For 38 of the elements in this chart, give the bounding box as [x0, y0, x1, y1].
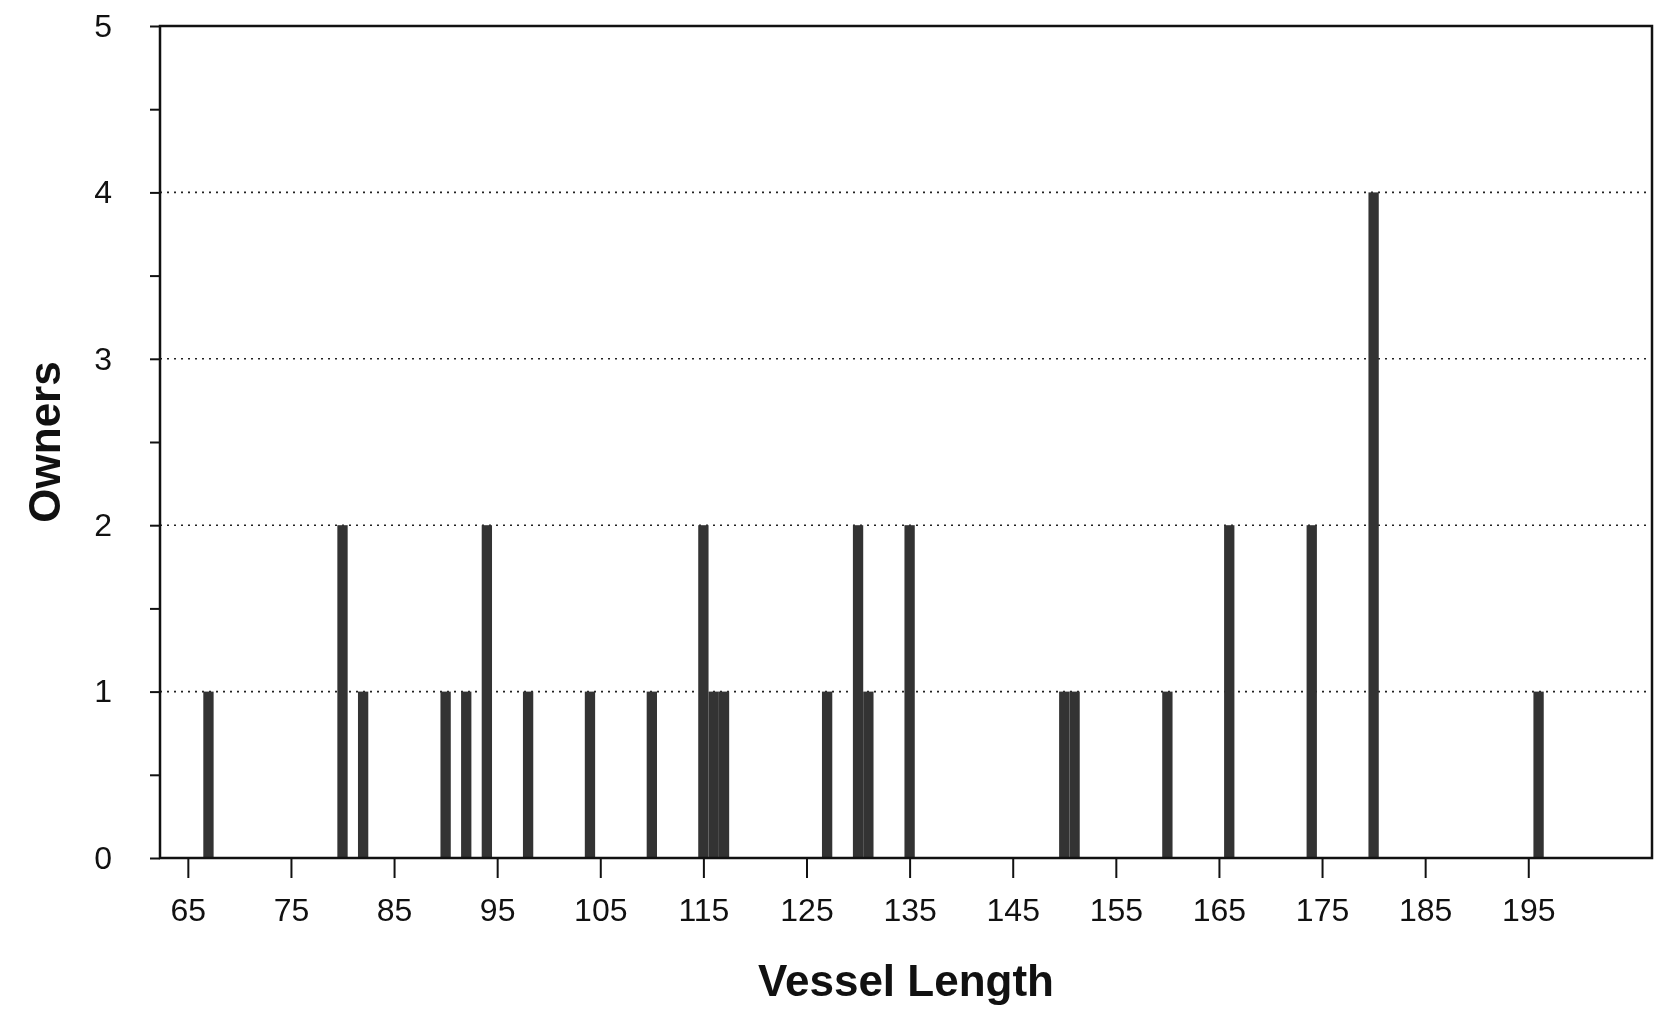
x-tick-label: 135 — [883, 891, 937, 928]
x-tick-label: 75 — [273, 891, 310, 928]
bar — [584, 691, 596, 858]
bar — [357, 691, 369, 858]
x-tick-label: 165 — [1192, 891, 1247, 928]
bar — [1368, 192, 1379, 858]
x-tick-label: 105 — [574, 891, 628, 928]
bar — [461, 691, 472, 858]
y-axis-title: Owners — [20, 361, 69, 523]
x-tick-label: 195 — [1502, 891, 1556, 928]
y-tick-label: 5 — [94, 7, 112, 44]
y-tick-label: 0 — [94, 839, 112, 876]
bar — [1224, 525, 1235, 858]
y-tick-label: 4 — [94, 174, 112, 211]
y-tick-label: 2 — [94, 506, 112, 543]
bar — [1306, 525, 1317, 858]
x-tick-label: 185 — [1398, 891, 1453, 928]
bar — [646, 691, 657, 858]
y-tick-label: 3 — [94, 340, 112, 377]
x-tick-label: 115 — [678, 891, 730, 928]
x-tick-label: 85 — [376, 891, 413, 928]
bar — [337, 525, 348, 858]
x-tick-label: 175 — [1295, 891, 1350, 928]
x-tick-label: 95 — [479, 891, 516, 928]
bar — [1533, 691, 1544, 858]
x-tick-label: 145 — [986, 891, 1040, 928]
bar — [481, 525, 493, 858]
x-tick-label: 125 — [780, 891, 834, 928]
bar — [1162, 691, 1173, 858]
bar — [203, 691, 214, 858]
bar — [522, 691, 534, 858]
x-tick-label: 65 — [170, 891, 207, 928]
x-tick-label: 155 — [1089, 891, 1144, 928]
bar — [440, 691, 451, 858]
y-tick-label: 1 — [94, 673, 112, 710]
bar — [904, 525, 915, 858]
bar — [821, 691, 833, 858]
x-axis-title: Vessel Length — [758, 956, 1054, 1005]
